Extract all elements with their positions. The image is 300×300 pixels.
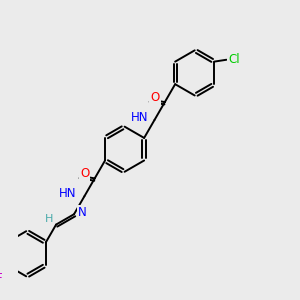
Text: N: N [78,206,86,219]
Text: Cl: Cl [228,53,240,66]
Text: O: O [150,91,159,104]
Text: HN: HN [130,111,148,124]
Text: O: O [80,167,89,180]
Text: F: F [0,272,2,285]
Text: HN: HN [59,187,77,200]
Text: H: H [44,214,53,224]
